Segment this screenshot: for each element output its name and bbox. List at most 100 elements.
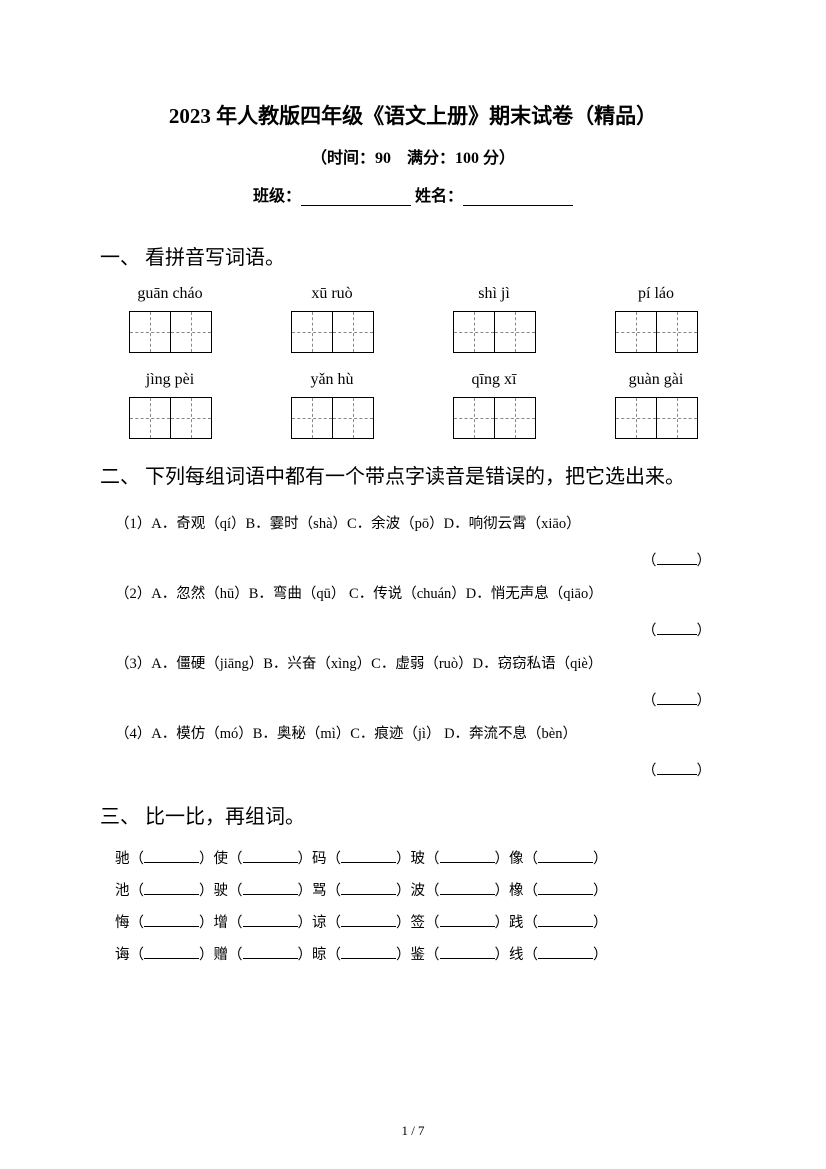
q3-char: 波（ xyxy=(411,883,440,899)
q3-blank[interactable] xyxy=(144,945,199,959)
pinyin-item: guàn gài xyxy=(586,371,726,439)
q3-char: 码（ xyxy=(312,851,341,867)
q2-answer-4: （） xyxy=(100,759,726,780)
q3-close: ） xyxy=(298,851,313,867)
q3-blank[interactable] xyxy=(440,881,495,895)
q2-answer-2: （） xyxy=(100,619,726,640)
q3-blank[interactable] xyxy=(144,913,199,927)
char-grid[interactable] xyxy=(453,397,536,439)
q3-char: 鉴（ xyxy=(411,947,440,963)
q3-blank[interactable] xyxy=(341,945,396,959)
q2-item-3: （3）A．僵硬（jiāng）B．兴奋（xìng）C．虚弱（ruò）D．窃窃私语（… xyxy=(100,650,726,679)
q3-row: 悔（）增（）谅（）签（）践（） xyxy=(100,908,726,940)
q3-blank[interactable] xyxy=(144,881,199,895)
char-grid[interactable] xyxy=(453,311,536,353)
answer-blank[interactable] xyxy=(657,691,697,705)
char-grid[interactable] xyxy=(615,397,698,439)
q3-blank[interactable] xyxy=(243,913,298,927)
q3-row: 诲（）赠（）晾（）鉴（）线（） xyxy=(100,940,726,972)
q3-blank[interactable] xyxy=(440,913,495,927)
q3-close: ） xyxy=(396,915,411,931)
q3-char: 玻（ xyxy=(411,851,440,867)
q3-close: ） xyxy=(396,851,411,867)
answer-blank[interactable] xyxy=(657,761,697,775)
pinyin-text: guān cháo xyxy=(137,285,202,303)
q3-blank[interactable] xyxy=(341,849,396,863)
q3-char: 驶（ xyxy=(214,883,243,899)
pinyin-text: qīng xī xyxy=(472,371,517,389)
q3-blank[interactable] xyxy=(538,913,593,927)
section3-title: 三、 比一比，再组词。 xyxy=(100,800,726,829)
class-label: 班级： xyxy=(253,188,301,205)
char-grid[interactable] xyxy=(129,311,212,353)
q3-char: 驰（ xyxy=(115,851,144,867)
q3-close: ） xyxy=(593,947,608,963)
q2-item-4: （4）A．模仿（mó）B．奥秘（mì）C．痕迹（jì） D．奔流不息（bèn） xyxy=(100,720,726,749)
pinyin-text: pí láo xyxy=(638,285,674,303)
pinyin-item: xū ruò xyxy=(262,285,402,353)
q3-close: ） xyxy=(593,851,608,867)
pinyin-item: yǎn hù xyxy=(262,371,402,439)
answer-blank[interactable] xyxy=(657,621,697,635)
name-blank[interactable] xyxy=(463,188,573,206)
q2-item-2: （2）A．忽然（hū）B．弯曲（qū） C．传说（chuán）D．悄无声息（qi… xyxy=(100,580,726,609)
q3-blank[interactable] xyxy=(243,849,298,863)
q2-answer-1: （） xyxy=(100,549,726,570)
q3-blank[interactable] xyxy=(440,849,495,863)
q3-char: 像（ xyxy=(509,851,538,867)
q3-close: ） xyxy=(298,883,313,899)
pinyin-text: yǎn hù xyxy=(310,371,353,389)
q3-close: ） xyxy=(495,851,510,867)
q3-blank[interactable] xyxy=(144,849,199,863)
q3-char: 增（ xyxy=(214,915,243,931)
q3-row: 驰（）使（）码（）玻（）像（） xyxy=(100,844,726,876)
q3-char: 诲（ xyxy=(115,947,144,963)
q3-close: ） xyxy=(396,947,411,963)
q3-close: ） xyxy=(199,915,214,931)
q3-char: 池（ xyxy=(115,883,144,899)
q3-blank[interactable] xyxy=(538,945,593,959)
q3-char: 践（ xyxy=(509,915,538,931)
q3-close: ） xyxy=(298,947,313,963)
q2-item-1: （1）A．奇观（qí）B．霎时（shà）C．余波（pō）D．响彻云霄（xiāo） xyxy=(100,510,726,539)
q3-char: 晾（ xyxy=(312,947,341,963)
pinyin-item: qīng xī xyxy=(424,371,564,439)
pinyin-text: xū ruò xyxy=(311,285,352,303)
exam-subtitle: （时间：90 满分：100 分） xyxy=(100,144,726,168)
q3-char: 悔（ xyxy=(115,915,144,931)
q3-blank[interactable] xyxy=(440,945,495,959)
q3-close: ） xyxy=(593,915,608,931)
exam-header: 2023 年人教版四年级《语文上册》期末试卷（精品） （时间：90 满分：100… xyxy=(100,100,726,206)
q3-blank[interactable] xyxy=(538,849,593,863)
page-number: 1 / 7 xyxy=(0,1123,826,1139)
q3-blank[interactable] xyxy=(243,881,298,895)
q3-close: ） xyxy=(495,947,510,963)
q3-char: 签（ xyxy=(411,915,440,931)
exam-title: 2023 年人教版四年级《语文上册》期末试卷（精品） xyxy=(100,100,726,130)
char-grid[interactable] xyxy=(291,311,374,353)
q3-char: 线（ xyxy=(509,947,538,963)
q3-close: ） xyxy=(199,883,214,899)
char-grid[interactable] xyxy=(291,397,374,439)
class-blank[interactable] xyxy=(301,188,411,206)
q3-char: 橡（ xyxy=(509,883,538,899)
q3-blank[interactable] xyxy=(538,881,593,895)
char-grid[interactable] xyxy=(615,311,698,353)
q3-blank[interactable] xyxy=(341,881,396,895)
q3-close: ） xyxy=(396,883,411,899)
pinyin-item: shì jì xyxy=(424,285,564,353)
q3-blank[interactable] xyxy=(243,945,298,959)
section1-title: 一、 看拼音写词语。 xyxy=(100,241,726,270)
answer-blank[interactable] xyxy=(657,551,697,565)
q3-char: 骂（ xyxy=(312,883,341,899)
name-label: 姓名： xyxy=(415,188,463,205)
char-grid[interactable] xyxy=(129,397,212,439)
q3-close: ） xyxy=(199,851,214,867)
q3-blank[interactable] xyxy=(341,913,396,927)
pinyin-text: shì jì xyxy=(478,285,510,303)
pinyin-text: guàn gài xyxy=(629,371,684,389)
q3-close: ） xyxy=(199,947,214,963)
q3-close: ） xyxy=(495,915,510,931)
q3-row: 池（）驶（）骂（）波（）橡（） xyxy=(100,876,726,908)
q3-char: 赠（ xyxy=(214,947,243,963)
